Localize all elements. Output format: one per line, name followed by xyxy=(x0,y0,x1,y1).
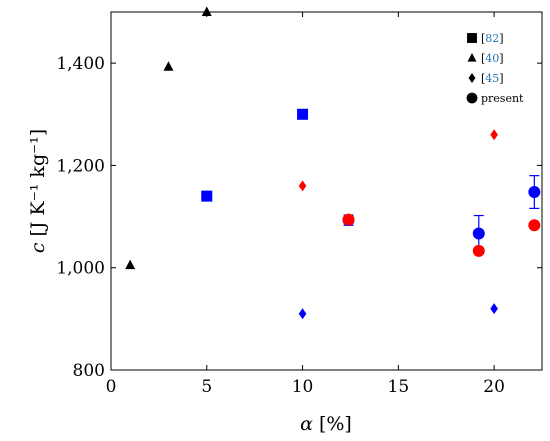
x-axis-unit: [%] xyxy=(319,413,352,435)
legend-marker-diamond xyxy=(468,73,476,83)
y-tick-label: 800 xyxy=(73,361,105,381)
legend-entry: [45] xyxy=(481,72,504,85)
data-point-circle xyxy=(472,244,485,257)
y-axis-symbol: c xyxy=(27,242,49,253)
axis-ticks xyxy=(110,12,542,371)
legend-entry: [40] xyxy=(481,52,504,65)
data-point-circle xyxy=(528,186,541,199)
plot-frame xyxy=(110,11,543,371)
x-axis-label: α [%] xyxy=(300,413,352,435)
legend-entry: [82] xyxy=(481,32,504,45)
data-point-diamond xyxy=(298,180,307,192)
x-tick-label: 15 xyxy=(388,377,410,397)
legend-entry: present xyxy=(481,92,524,105)
data-point-circle xyxy=(342,213,355,226)
y-axis-label: c [J K⁻¹ kg⁻¹] xyxy=(27,129,49,253)
legend: [82] [40] [45] present xyxy=(466,32,524,105)
y-tick-label: 1,200 xyxy=(56,156,105,176)
x-tick-label: 0 xyxy=(106,377,117,397)
y-axis-unit: [J K⁻¹ kg⁻¹] xyxy=(27,129,49,237)
legend-marker-circle xyxy=(466,92,478,104)
data-point-triangle xyxy=(201,6,212,16)
data-point-circle xyxy=(528,219,541,232)
axis-tick-labels: 0 5 10 15 20 800 1,000 1,200 1,400 xyxy=(56,54,505,397)
data-point-square xyxy=(201,190,213,202)
legend-marker-square xyxy=(467,33,477,43)
x-tick-label: 5 xyxy=(201,377,212,397)
legend-marker-triangle xyxy=(467,53,477,62)
data-point-circle xyxy=(472,227,485,240)
y-tick-label: 1,400 xyxy=(56,54,105,74)
error-bars xyxy=(343,175,540,252)
data-point-triangle xyxy=(163,61,174,71)
data-point-diamond xyxy=(490,129,498,141)
x-tick-label: 20 xyxy=(483,377,505,397)
x-tick-label: 10 xyxy=(292,377,314,397)
data-point-square xyxy=(297,108,309,120)
x-axis-symbol: α xyxy=(300,413,313,435)
data-point-triangle xyxy=(125,259,136,270)
y-tick-label: 1,000 xyxy=(56,259,105,279)
data-markers xyxy=(125,6,541,320)
data-point-diamond xyxy=(298,308,307,320)
data-point-diamond xyxy=(490,303,498,315)
